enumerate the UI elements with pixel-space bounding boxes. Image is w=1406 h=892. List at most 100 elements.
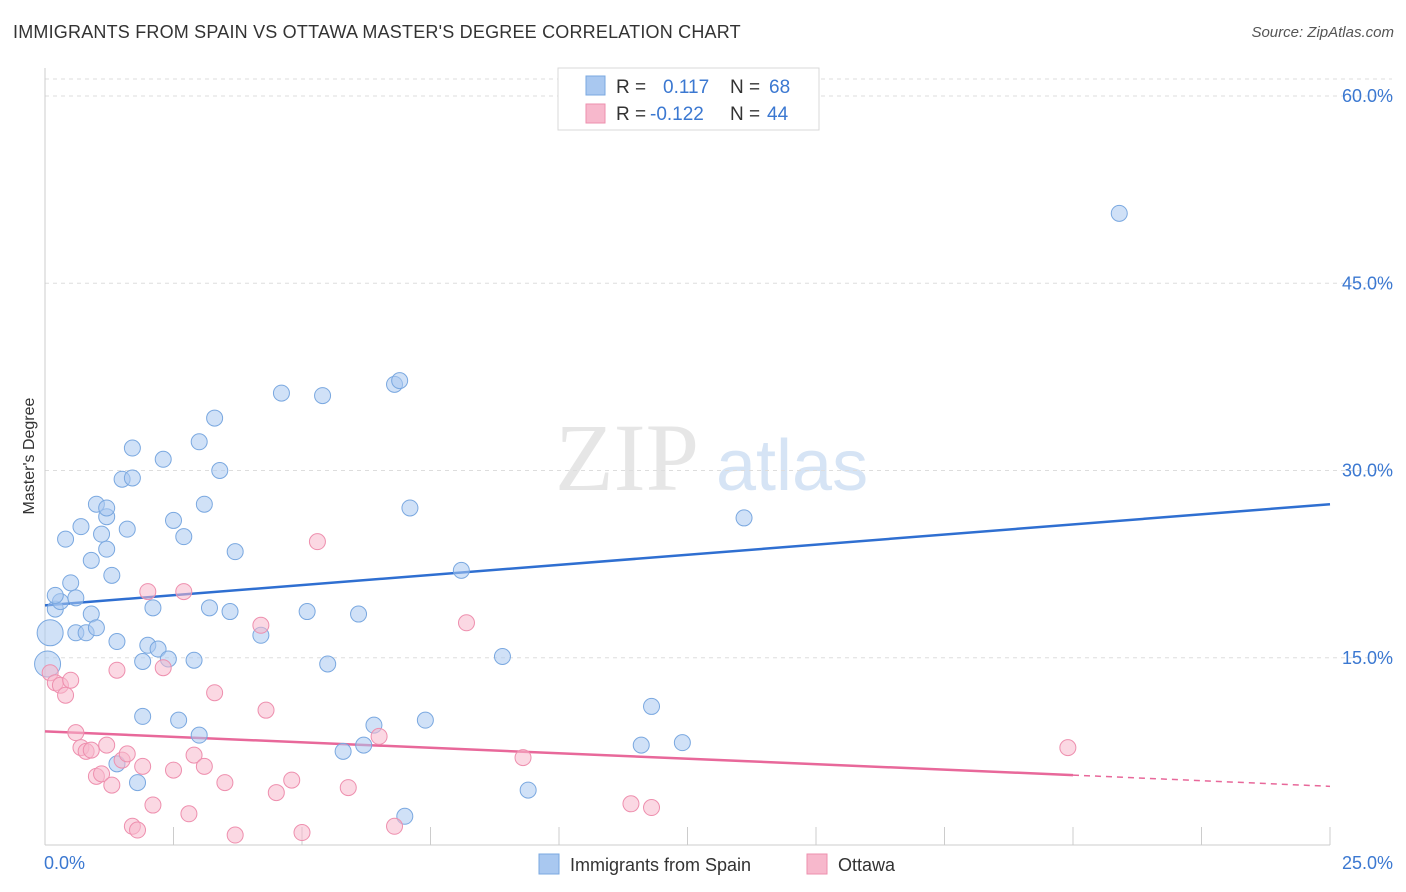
point-spain (190, 726, 208, 744)
gridlines (45, 78, 1392, 659)
x-tick-labels: 0.0% 25.0% (44, 853, 1393, 873)
legend-bottom: Immigrants from Spain Ottawa (538, 853, 896, 875)
data-points (34, 204, 1128, 844)
point-spain (735, 509, 753, 527)
legend-bottom-swatch-spain (538, 853, 560, 875)
point-ottawa (206, 684, 224, 702)
y-tick-label: 45.0% (1342, 273, 1393, 293)
point-ottawa (180, 805, 198, 823)
point-spain (93, 525, 111, 543)
point-spain (134, 652, 152, 670)
point-spain (134, 707, 152, 725)
point-spain (144, 599, 162, 617)
point-spain (401, 499, 419, 517)
source-label: Source: ZipAtlas.com (1251, 24, 1394, 41)
point-spain (154, 450, 172, 468)
point-spain (416, 711, 434, 729)
legend-swatch-spain (585, 75, 606, 96)
point-spain (175, 528, 193, 546)
point-spain (57, 530, 75, 548)
legend-bottom-swatch-ottawa (806, 853, 828, 875)
point-spain (272, 384, 290, 402)
point-ottawa (386, 817, 404, 835)
y-tick-labels: 15.0% 30.0% 45.0% 60.0% (1342, 86, 1393, 668)
point-spain (185, 651, 203, 669)
point-spain (87, 619, 105, 637)
y-tick-label: 30.0% (1342, 461, 1393, 481)
trend-lines (44, 502, 1331, 788)
point-ottawa (144, 796, 162, 814)
watermark-zip: ZIP (555, 404, 699, 511)
y-tick-label: 15.0% (1342, 648, 1393, 668)
point-ottawa (108, 661, 126, 679)
point-ottawa (267, 784, 285, 802)
watermark: ZIP atlas (555, 404, 868, 511)
point-spain (103, 566, 121, 584)
point-ottawa (103, 776, 121, 794)
legend-bottom-label-spain: Immigrants from Spain (570, 855, 751, 875)
point-spain (98, 540, 116, 558)
x-tick-label-max: 25.0% (1342, 853, 1393, 873)
point-spain (36, 619, 64, 647)
legend-bottom-label-ottawa: Ottawa (838, 855, 896, 875)
point-ottawa (643, 799, 661, 817)
legend-n-label-2: N = (730, 104, 760, 125)
legend-n-value-1: 68 (769, 77, 790, 98)
point-ottawa (82, 741, 100, 759)
point-spain (190, 433, 208, 451)
point-ottawa (622, 795, 640, 813)
point-spain (319, 655, 337, 673)
point-spain (98, 499, 116, 517)
point-spain (334, 742, 352, 760)
point-spain (391, 372, 409, 390)
point-spain (123, 469, 141, 487)
point-spain (200, 599, 218, 617)
point-spain (108, 633, 126, 651)
point-spain (129, 774, 147, 792)
point-spain (493, 648, 511, 666)
point-ottawa (283, 771, 301, 789)
point-spain (211, 462, 229, 479)
point-spain (1110, 204, 1128, 222)
y-tick-label: 60.0% (1342, 86, 1393, 106)
point-spain (118, 520, 136, 538)
point-ottawa (370, 727, 388, 745)
point-spain (452, 561, 470, 579)
point-spain (165, 511, 182, 529)
legend-n-value-2: 44 (767, 104, 789, 125)
point-ottawa (134, 757, 152, 775)
point-ottawa (308, 533, 326, 551)
point-ottawa (165, 761, 182, 779)
point-ottawa (257, 701, 275, 719)
point-spain (673, 734, 691, 752)
point-spain (206, 409, 224, 427)
trend-line-ottawa-extrapolated (1072, 774, 1331, 788)
point-spain (221, 603, 239, 621)
point-ottawa (339, 779, 357, 797)
point-spain (170, 711, 188, 729)
point-ottawa (154, 659, 172, 677)
point-ottawa (118, 745, 136, 763)
chart-title: IMMIGRANTS FROM SPAIN VS OTTAWA MASTER'S… (13, 22, 741, 42)
point-spain (226, 543, 244, 561)
point-ottawa (98, 736, 116, 754)
point-ottawa (293, 824, 311, 842)
point-spain (82, 551, 100, 569)
point-ottawa (252, 616, 270, 634)
y-axis-label: Master's Degree (21, 397, 38, 514)
point-ottawa (216, 774, 234, 792)
point-spain (72, 518, 90, 536)
legend-swatch-ottawa (585, 103, 606, 124)
point-spain (632, 736, 650, 754)
point-spain (355, 736, 373, 754)
point-ottawa (93, 765, 111, 783)
legend-n-label-1: N = (730, 77, 760, 98)
watermark-atlas: atlas (716, 426, 868, 506)
point-ottawa (185, 746, 203, 764)
point-spain (62, 574, 80, 592)
point-spain (314, 387, 332, 405)
point-ottawa (175, 583, 193, 601)
point-ottawa (62, 671, 80, 689)
point-ottawa (1059, 739, 1077, 757)
